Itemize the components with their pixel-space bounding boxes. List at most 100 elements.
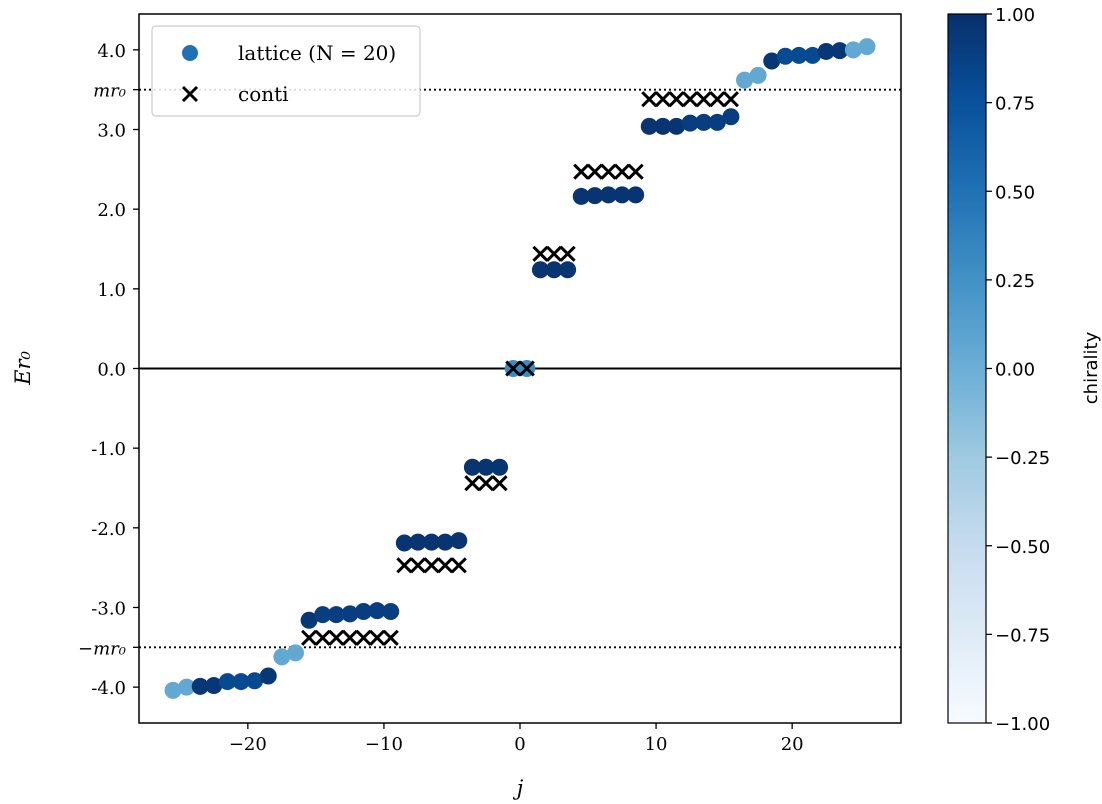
conti-point: [586, 163, 603, 180]
lattice-point: [722, 108, 740, 126]
y-axis: 4.0 3.0 2.0 1.0 0.0 -1.0 -2.0 -3.0 -4.0 mr₀ −mr₀: [78, 41, 139, 699]
series-layer: [164, 38, 876, 699]
conti-point: [627, 163, 644, 180]
lattice-point: [749, 66, 767, 84]
y-reference-label: mr₀: [93, 81, 126, 102]
y-tick-label: -1.0: [91, 439, 126, 460]
conti-point: [396, 557, 413, 574]
lattice-point: [545, 261, 563, 279]
conti-point: [423, 557, 440, 574]
y-tick-label: 1.0: [97, 280, 126, 301]
lattice-point: [436, 533, 454, 551]
y-tick-label: 2.0: [97, 200, 126, 221]
lattice-point: [423, 533, 441, 551]
lattice-point: [314, 606, 332, 624]
lattice-point: [559, 261, 577, 279]
x-tick-label: −10: [365, 734, 403, 755]
lattice-point: [586, 187, 604, 205]
lattice-point: [817, 42, 835, 60]
colorbar-tick-label: −0.25: [995, 448, 1050, 469]
conti-point: [450, 557, 467, 574]
lattice-point: [205, 677, 223, 695]
colorbar-tick-label: 0.50: [995, 182, 1035, 203]
lattice-point: [613, 186, 631, 204]
lattice-point: [654, 117, 672, 135]
y-reference-label: −mr₀: [78, 638, 126, 659]
lattice-point: [708, 113, 726, 131]
colorbar-tick-label: −1.00: [995, 714, 1050, 735]
y-axis-label: Er₀: [11, 351, 35, 386]
conti-point: [722, 91, 739, 108]
lattice-point: [327, 606, 345, 624]
lattice-point: [286, 644, 304, 662]
conti-point: [613, 163, 631, 180]
conti-point: [573, 163, 590, 180]
lattice-point: [858, 38, 876, 56]
colorbar-ticks: 1.00 0.75 0.50 0.25 0.00 −0.25 −0.50 −0.75 −1.00: [986, 5, 1050, 735]
colorbar-tick-label: 1.00: [995, 5, 1035, 26]
colorbar-tick-label: −0.75: [995, 625, 1050, 646]
lattice-point: [178, 678, 196, 696]
conti-point: [518, 360, 535, 377]
legend-conti-marker: [181, 85, 199, 103]
y-tick-label: -2.0: [91, 519, 126, 540]
lattice-point: [531, 261, 549, 279]
conti-point: [355, 629, 372, 646]
conti-point: [341, 629, 358, 646]
lattice-point: [491, 458, 509, 476]
lattice-point: [572, 187, 590, 205]
lattice-point: [763, 52, 781, 70]
conti-point: [464, 475, 481, 492]
lattice-point: [790, 46, 808, 64]
series-conti: [301, 91, 739, 646]
colorbar-label: chirality: [1081, 331, 1102, 404]
lattice-point: [164, 681, 182, 699]
lattice-point: [300, 611, 318, 629]
legend-conti-label: conti: [238, 82, 289, 106]
legend-lattice-marker: [182, 45, 198, 61]
lattice-point: [218, 673, 236, 691]
lattice-point: [695, 113, 713, 131]
y-tick-label: 3.0: [97, 121, 126, 142]
conti-point: [369, 629, 386, 646]
conti-point: [654, 91, 671, 108]
x-tick-label: 10: [645, 734, 668, 755]
lattice-point: [355, 602, 373, 620]
lattice-point: [395, 534, 413, 552]
conti-point: [641, 91, 658, 108]
conti-point: [409, 557, 427, 574]
x-tick-label: 0: [514, 734, 525, 755]
lattice-point: [382, 602, 400, 620]
lattice-point: [259, 667, 277, 685]
lattice-point: [736, 71, 754, 89]
colorbar: 1.00 0.75 0.50 0.25 0.00 −0.25 −0.50 −0.75 −1.00…: [947, 5, 1102, 735]
lattice-point: [804, 46, 822, 64]
lattice-point: [450, 532, 468, 550]
conti-point: [532, 245, 549, 262]
conti-point: [301, 629, 318, 646]
legend-box: [151, 25, 421, 117]
series-lattice: [164, 38, 876, 699]
legend: lattice (N = 20) conti: [151, 25, 421, 117]
y-tick-label: -4.0: [91, 678, 126, 699]
lattice-point: [681, 114, 699, 132]
lattice-point: [409, 533, 427, 551]
lattice-point: [273, 648, 291, 666]
lattice-point: [368, 602, 386, 620]
lattice-point: [640, 117, 658, 135]
conti-point: [668, 91, 685, 108]
lattice-point: [232, 673, 250, 691]
conti-point: [682, 91, 699, 108]
lattice-point: [831, 42, 849, 60]
colorbar-tick-label: 0.75: [995, 94, 1035, 115]
conti-point: [559, 245, 576, 262]
y-tick-label: -3.0: [91, 598, 126, 619]
conti-point: [505, 360, 522, 377]
x-axis: −20 −10 0 10 20: [229, 723, 804, 755]
conti-point: [437, 557, 454, 574]
conti-point: [328, 629, 345, 646]
x-axis-label: j: [513, 776, 524, 800]
conti-point: [695, 91, 712, 108]
lattice-point: [341, 605, 359, 623]
